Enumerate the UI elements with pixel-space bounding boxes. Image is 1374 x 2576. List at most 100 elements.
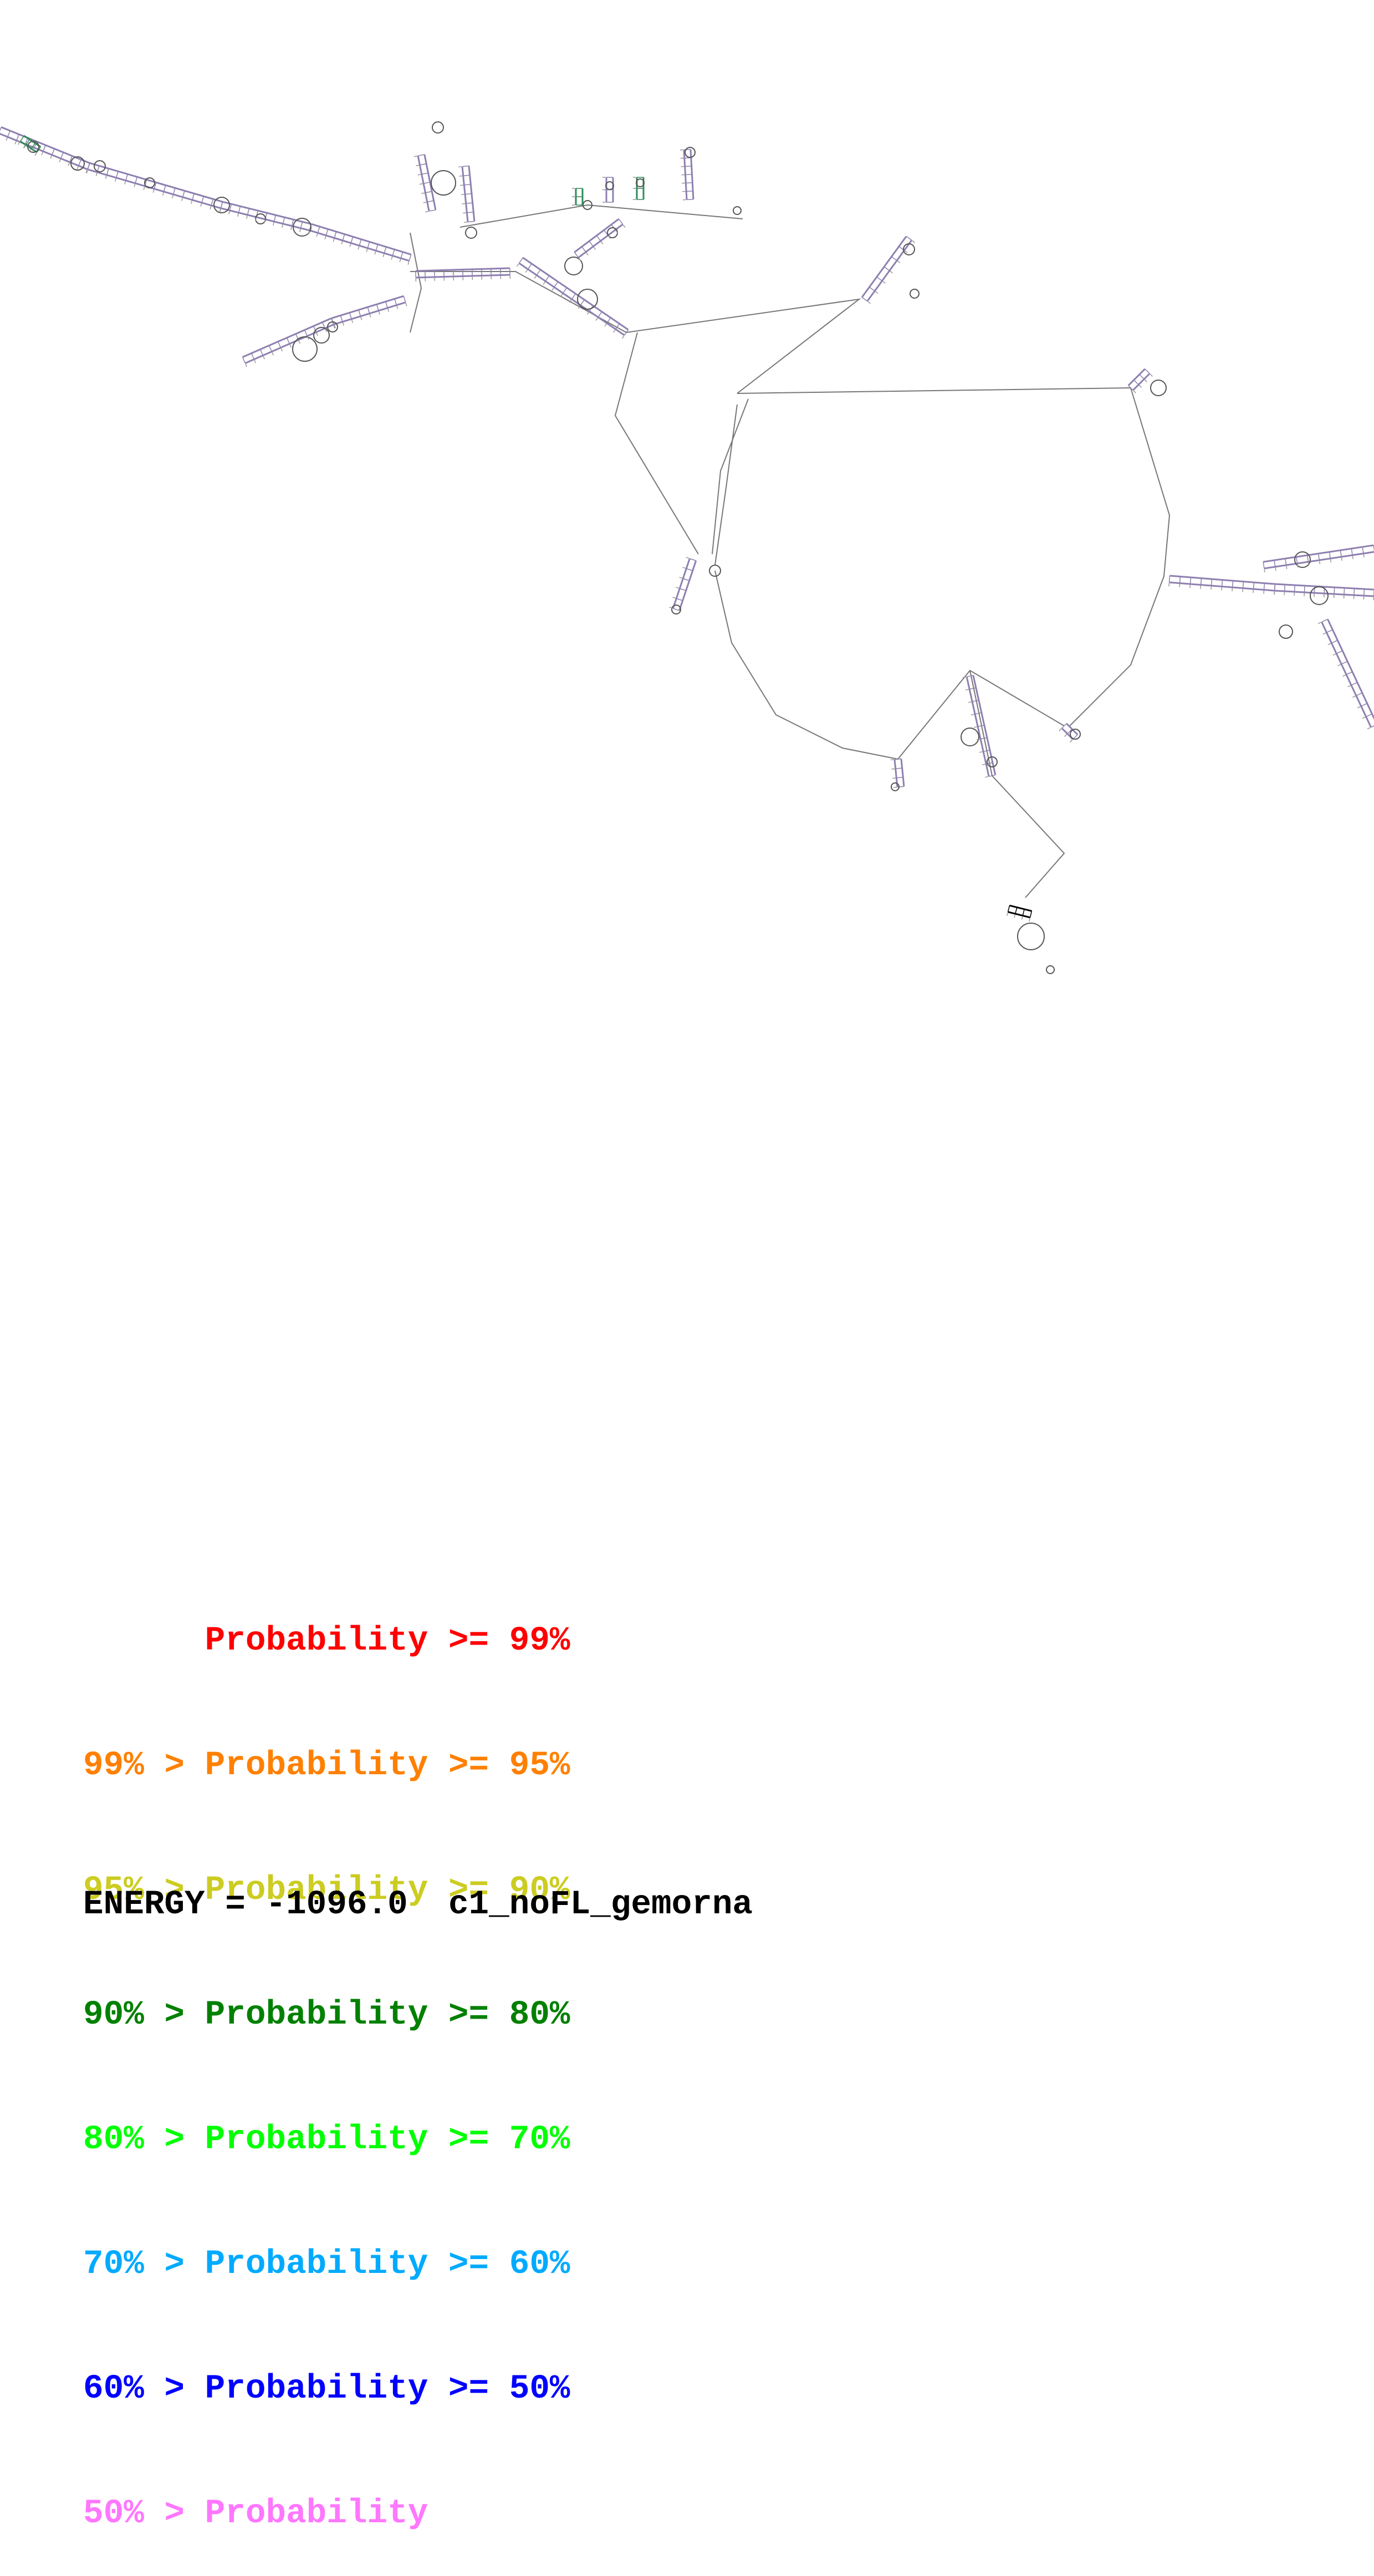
- base-tick: [416, 165, 419, 166]
- base-tick: [893, 787, 897, 788]
- backbone-segment: [460, 205, 743, 227]
- base-pair: [582, 247, 586, 252]
- loop: [1279, 625, 1293, 638]
- base-pair: [418, 155, 425, 156]
- base-tick: [1021, 916, 1022, 920]
- base-pair: [1304, 586, 1305, 592]
- legend-row-50: 60% > Probability >= 50%: [83, 2368, 570, 2410]
- base-tick: [974, 727, 977, 728]
- base-pair: [164, 185, 165, 192]
- base-tick: [77, 166, 78, 170]
- base-pair: [1201, 578, 1202, 585]
- base-tick: [1065, 734, 1067, 736]
- base-tick: [263, 356, 264, 359]
- base-pair: [278, 342, 281, 348]
- base-tick: [1323, 633, 1326, 634]
- base-tick: [596, 317, 597, 320]
- base-tick: [517, 264, 519, 267]
- base-pair: [386, 301, 388, 308]
- base-tick: [1341, 557, 1342, 561]
- base-pair: [283, 217, 285, 224]
- base-pair: [343, 234, 345, 240]
- base-tick: [1363, 554, 1364, 557]
- base-pair: [897, 786, 904, 787]
- base-pair: [972, 700, 979, 702]
- base-pair: [1314, 586, 1315, 593]
- helix-strand: [673, 559, 689, 608]
- base-pair: [429, 210, 436, 211]
- base-pair: [896, 777, 903, 778]
- base-pair: [1331, 640, 1337, 643]
- base-pair: [596, 235, 600, 241]
- loop: [293, 337, 317, 361]
- base-tick: [1059, 729, 1061, 731]
- base-pair: [392, 249, 395, 255]
- base-pair: [350, 313, 352, 319]
- base-pair: [301, 222, 303, 228]
- base-tick: [134, 184, 135, 187]
- base-pair: [1319, 554, 1320, 560]
- loop: [466, 227, 477, 238]
- base-pair: [1030, 911, 1032, 918]
- base-pair: [1362, 547, 1363, 554]
- rna-helix-stems: [0, 127, 1374, 917]
- base-tick: [552, 288, 554, 290]
- base-pair: [975, 713, 982, 714]
- base-tick: [290, 345, 291, 347]
- base-pair: [1134, 380, 1138, 385]
- base-pair: [359, 310, 361, 316]
- backbone-segment: [615, 332, 698, 554]
- base-tick: [397, 306, 398, 309]
- base-pair: [572, 294, 576, 299]
- base-pair: [420, 163, 426, 165]
- base-pair: [395, 299, 397, 305]
- base-pair: [1307, 555, 1309, 562]
- loop: [1070, 729, 1080, 739]
- base-tick: [594, 247, 596, 250]
- base-tick: [406, 303, 407, 306]
- base-pair: [673, 608, 679, 611]
- base-tick: [868, 301, 871, 304]
- base-tick: [614, 330, 615, 332]
- base-tick: [525, 270, 527, 273]
- helix-strand: [867, 240, 912, 301]
- base-tick: [882, 281, 885, 284]
- helix-strand: [1008, 912, 1030, 918]
- base-pair: [611, 224, 615, 230]
- base-pair: [687, 199, 693, 200]
- base-pair: [1351, 682, 1357, 685]
- base-pair: [683, 578, 689, 581]
- base-pair: [1361, 703, 1367, 706]
- backbone-segment: [626, 299, 859, 393]
- loop: [145, 178, 155, 188]
- backbone-segment: [715, 571, 1064, 759]
- base-tick: [971, 714, 974, 715]
- base-tick: [1275, 567, 1276, 571]
- base-tick: [1264, 569, 1265, 572]
- base-tick: [144, 187, 145, 190]
- base-tick: [388, 309, 389, 312]
- base-tick: [408, 262, 409, 265]
- base-tick: [622, 336, 624, 339]
- probability-legend: Probability >= 99% 99% > Probability >= …: [83, 1537, 570, 2576]
- loop: [1018, 923, 1044, 950]
- base-pair: [896, 768, 902, 769]
- base-tick: [543, 281, 545, 284]
- base-tick: [370, 314, 371, 317]
- base-pair: [619, 219, 622, 224]
- base-tick: [461, 194, 464, 195]
- base-tick: [963, 677, 966, 678]
- base-tick: [968, 702, 972, 703]
- loop: [1310, 587, 1328, 605]
- base-tick: [534, 276, 536, 279]
- base-tick: [1367, 728, 1370, 729]
- base-pair: [376, 304, 379, 310]
- base-tick: [358, 246, 359, 249]
- energy-label: ENERGY =: [83, 1886, 265, 1924]
- base-tick: [254, 360, 256, 363]
- legend-row-below-50: 50% > Probability: [83, 2493, 570, 2534]
- loop: [1151, 380, 1166, 396]
- base-pair: [1180, 577, 1181, 583]
- base-pair: [906, 236, 912, 240]
- base-pair: [1023, 909, 1024, 916]
